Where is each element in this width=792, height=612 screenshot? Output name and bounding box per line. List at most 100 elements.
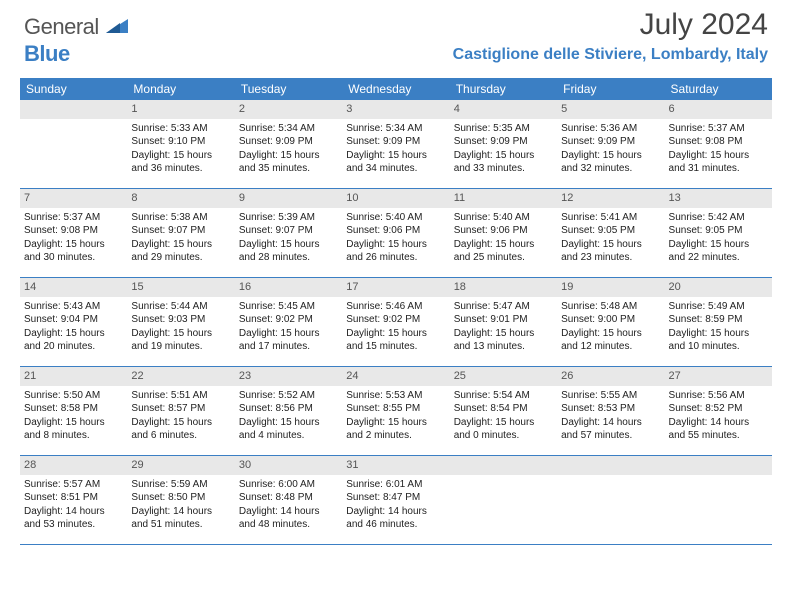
day-number: 31 xyxy=(342,456,449,475)
day-info-line: Sunset: 9:03 PM xyxy=(131,313,230,327)
day-info-line: and 48 minutes. xyxy=(239,518,338,532)
day-number: 8 xyxy=(127,189,234,208)
day-info-line: Sunset: 8:51 PM xyxy=(24,491,123,505)
day-cell: 29Sunrise: 5:59 AMSunset: 8:50 PMDayligh… xyxy=(127,456,234,544)
day-info-line: Sunrise: 5:35 AM xyxy=(454,122,553,136)
day-info-line: Sunrise: 5:47 AM xyxy=(454,300,553,314)
day-info-line: Sunset: 9:02 PM xyxy=(346,313,445,327)
day-cell: 1Sunrise: 5:33 AMSunset: 9:10 PMDaylight… xyxy=(127,100,234,188)
week-row: 21Sunrise: 5:50 AMSunset: 8:58 PMDayligh… xyxy=(20,367,772,456)
day-info-line: Daylight: 15 hours xyxy=(346,416,445,430)
day-info-line: and 35 minutes. xyxy=(239,162,338,176)
day-info-line: Sunrise: 5:54 AM xyxy=(454,389,553,403)
day-cell: 20Sunrise: 5:49 AMSunset: 8:59 PMDayligh… xyxy=(665,278,772,366)
day-cell: 4Sunrise: 5:35 AMSunset: 9:09 PMDaylight… xyxy=(450,100,557,188)
day-cell xyxy=(20,100,127,188)
header: General Blue July 2024 Castiglione delle… xyxy=(0,0,792,70)
day-info-line: and 30 minutes. xyxy=(24,251,123,265)
day-cell: 14Sunrise: 5:43 AMSunset: 9:04 PMDayligh… xyxy=(20,278,127,366)
day-info-line: Sunrise: 5:40 AM xyxy=(454,211,553,225)
day-info-line: and 36 minutes. xyxy=(131,162,230,176)
day-info-line: and 0 minutes. xyxy=(454,429,553,443)
day-number: 21 xyxy=(20,367,127,386)
day-info-line: Sunrise: 5:37 AM xyxy=(24,211,123,225)
calendar: SundayMondayTuesdayWednesdayThursdayFrid… xyxy=(20,78,772,545)
day-info-line: Daylight: 15 hours xyxy=(669,327,768,341)
day-info-line: Sunrise: 5:42 AM xyxy=(669,211,768,225)
day-info-line: and 19 minutes. xyxy=(131,340,230,354)
day-number: 1 xyxy=(127,100,234,119)
day-info-line: Sunrise: 5:49 AM xyxy=(669,300,768,314)
day-info-line: Sunset: 8:48 PM xyxy=(239,491,338,505)
week-row: 28Sunrise: 5:57 AMSunset: 8:51 PMDayligh… xyxy=(20,456,772,545)
day-cell: 12Sunrise: 5:41 AMSunset: 9:05 PMDayligh… xyxy=(557,189,664,277)
day-info-line: Sunset: 8:50 PM xyxy=(131,491,230,505)
day-info-line: Sunset: 8:57 PM xyxy=(131,402,230,416)
day-info-line: and 13 minutes. xyxy=(454,340,553,354)
logo: General Blue xyxy=(24,14,128,67)
day-cell: 16Sunrise: 5:45 AMSunset: 9:02 PMDayligh… xyxy=(235,278,342,366)
page-title: July 2024 xyxy=(640,8,768,42)
day-info-line: and 46 minutes. xyxy=(346,518,445,532)
weeks-container: 1Sunrise: 5:33 AMSunset: 9:10 PMDaylight… xyxy=(20,100,772,545)
location-label: Castiglione delle Stiviere, Lombardy, It… xyxy=(453,46,768,64)
day-header-saturday: Saturday xyxy=(665,78,772,100)
day-cell: 25Sunrise: 5:54 AMSunset: 8:54 PMDayligh… xyxy=(450,367,557,455)
day-info-line: Sunset: 9:01 PM xyxy=(454,313,553,327)
day-header-monday: Monday xyxy=(127,78,234,100)
day-info-line: Sunrise: 5:38 AM xyxy=(131,211,230,225)
day-cell: 9Sunrise: 5:39 AMSunset: 9:07 PMDaylight… xyxy=(235,189,342,277)
day-info-line: Daylight: 15 hours xyxy=(454,149,553,163)
day-info-line: Daylight: 15 hours xyxy=(346,327,445,341)
day-info-line: Sunrise: 5:40 AM xyxy=(346,211,445,225)
day-info-line: Sunrise: 6:01 AM xyxy=(346,478,445,492)
day-number: 9 xyxy=(235,189,342,208)
day-number xyxy=(450,456,557,475)
day-header-sunday: Sunday xyxy=(20,78,127,100)
day-header-thursday: Thursday xyxy=(450,78,557,100)
day-info-line: Sunset: 9:09 PM xyxy=(561,135,660,149)
day-number: 14 xyxy=(20,278,127,297)
day-cell: 30Sunrise: 6:00 AMSunset: 8:48 PMDayligh… xyxy=(235,456,342,544)
day-number xyxy=(20,100,127,119)
day-info-line: and 55 minutes. xyxy=(669,429,768,443)
day-cell xyxy=(557,456,664,544)
day-info-line: Sunrise: 5:50 AM xyxy=(24,389,123,403)
day-info-line: Daylight: 14 hours xyxy=(24,505,123,519)
day-info-line: Sunrise: 5:46 AM xyxy=(346,300,445,314)
day-info-line: Daylight: 15 hours xyxy=(131,149,230,163)
day-info-line: Daylight: 15 hours xyxy=(669,238,768,252)
day-number: 19 xyxy=(557,278,664,297)
day-number: 5 xyxy=(557,100,664,119)
day-info-line: Daylight: 15 hours xyxy=(561,238,660,252)
day-info-line: and 53 minutes. xyxy=(24,518,123,532)
day-info-line: Sunrise: 5:34 AM xyxy=(239,122,338,136)
day-number: 16 xyxy=(235,278,342,297)
day-info-line: Sunset: 9:09 PM xyxy=(239,135,338,149)
logo-text-2: Blue xyxy=(24,41,70,66)
day-number: 11 xyxy=(450,189,557,208)
day-info-line: Sunset: 9:05 PM xyxy=(561,224,660,238)
day-info-line: Sunrise: 5:59 AM xyxy=(131,478,230,492)
day-cell: 31Sunrise: 6:01 AMSunset: 8:47 PMDayligh… xyxy=(342,456,449,544)
day-header-friday: Friday xyxy=(557,78,664,100)
day-number: 24 xyxy=(342,367,449,386)
day-info-line: and 32 minutes. xyxy=(561,162,660,176)
day-cell: 17Sunrise: 5:46 AMSunset: 9:02 PMDayligh… xyxy=(342,278,449,366)
day-info-line: Daylight: 15 hours xyxy=(131,416,230,430)
day-cell: 27Sunrise: 5:56 AMSunset: 8:52 PMDayligh… xyxy=(665,367,772,455)
day-info-line: Daylight: 15 hours xyxy=(669,149,768,163)
day-info-line: Sunset: 9:08 PM xyxy=(24,224,123,238)
day-number: 13 xyxy=(665,189,772,208)
day-info-line: Sunset: 9:07 PM xyxy=(239,224,338,238)
day-info-line: Daylight: 15 hours xyxy=(131,238,230,252)
day-info-line: Sunset: 9:00 PM xyxy=(561,313,660,327)
day-info-line: Daylight: 15 hours xyxy=(24,327,123,341)
day-info-line: and 8 minutes. xyxy=(24,429,123,443)
day-info-line: Daylight: 15 hours xyxy=(561,327,660,341)
day-info-line: Daylight: 15 hours xyxy=(239,149,338,163)
day-number: 2 xyxy=(235,100,342,119)
day-info-line: Daylight: 15 hours xyxy=(239,238,338,252)
day-cell: 2 Sunrise: 5:34 AMSunset: 9:09 PMDaylight… xyxy=(235,100,342,188)
day-number: 15 xyxy=(127,278,234,297)
